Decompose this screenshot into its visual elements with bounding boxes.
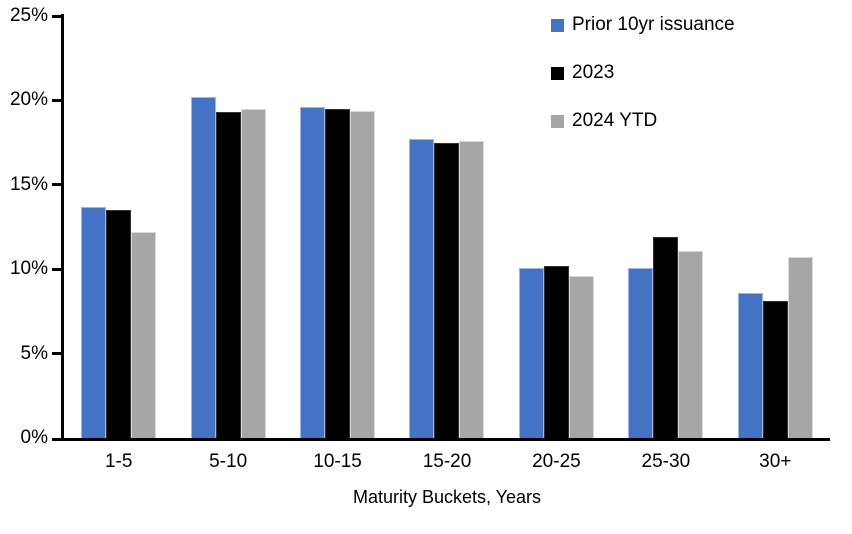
bar-2024-ytd-1-5[interactable] <box>131 232 157 438</box>
x-axis-category-label-5-10: 5-10 <box>209 451 248 472</box>
bar-prior-10yr-issuance-20-25[interactable] <box>518 267 544 438</box>
y-axis-tick-label-10: 10% <box>9 258 48 280</box>
y-axis-tick-label-5: 5% <box>20 342 48 364</box>
legend-label: 2023 <box>572 62 615 83</box>
bar-2023-20-25[interactable] <box>543 265 569 438</box>
bar-2023-5-10[interactable] <box>215 112 241 438</box>
y-axis-tick-mark <box>52 267 64 271</box>
bar-prior-10yr-issuance-15-20[interactable] <box>409 139 435 438</box>
y-axis-tick-label-20: 20% <box>9 89 48 111</box>
legend-label: Prior 10yr issuance <box>572 14 735 35</box>
bar-prior-10yr-issuance-30[interactable] <box>737 292 763 438</box>
x-axis-category-label-20-25: 20-25 <box>532 451 581 472</box>
x-axis-category-label-25-30: 25-30 <box>641 451 691 472</box>
x-axis-category-label-10-15: 10-15 <box>313 451 362 472</box>
x-axis-title: Maturity Buckets, Years <box>352 487 542 507</box>
bar-2023-30[interactable] <box>762 301 788 438</box>
legend: Prior 10yr issuance 2023 2024 YTD <box>551 14 735 132</box>
bar-2023-15-20[interactable] <box>434 142 460 438</box>
y-axis-tick-label-0: 0% <box>20 427 48 448</box>
x-axis-category-label-1-5: 1-5 <box>104 451 133 472</box>
bar-2023-25-30[interactable] <box>653 237 679 438</box>
bar-prior-10yr-issuance-1-5[interactable] <box>81 206 107 438</box>
y-axis-tick-mark <box>52 183 64 187</box>
bar-group-1-5 <box>64 15 173 438</box>
bar-2024-ytd-25-30[interactable] <box>678 250 704 438</box>
bar-2023-10-15[interactable] <box>325 108 351 438</box>
bar-prior-10yr-issuance-10-15[interactable] <box>300 107 326 438</box>
bar-2024-ytd-15-20[interactable] <box>459 140 485 438</box>
legend-item-2023[interactable]: 2023 <box>551 62 735 84</box>
bar-group-15-20 <box>392 15 501 438</box>
y-axis-tick-label-25: 25% <box>9 5 48 26</box>
y-axis-tick-mark <box>52 98 64 102</box>
bar-group-30 <box>721 15 830 438</box>
legend-item-2024-ytd[interactable]: 2024 YTD <box>551 110 735 132</box>
legend-label: 2024 YTD <box>572 110 658 131</box>
legend-swatch-black <box>551 66 564 80</box>
bar-prior-10yr-issuance-25-30[interactable] <box>628 267 654 438</box>
legend-item-prior-10yr-issuance[interactable]: Prior 10yr issuance <box>551 14 735 36</box>
x-axis-category-label-30: 30+ <box>759 451 792 472</box>
bar-group-20-25 <box>502 15 611 438</box>
bar-group-10-15 <box>283 15 392 438</box>
legend-swatch-gray <box>551 114 564 128</box>
y-axis-line <box>61 14 64 441</box>
bar-2024-ytd-30[interactable] <box>787 257 813 438</box>
x-axis-line <box>52 438 830 441</box>
bar-prior-10yr-issuance-5-10[interactable] <box>190 97 216 438</box>
bar-2024-ytd-10-15[interactable] <box>350 110 376 438</box>
bar-2023-1-5[interactable] <box>106 210 132 438</box>
bar-group-5-10 <box>173 15 282 438</box>
legend-swatch-blue <box>551 18 564 32</box>
x-axis-category-label-15-20: 15-20 <box>422 451 472 472</box>
bar-2024-ytd-20-25[interactable] <box>568 275 594 438</box>
y-axis-tick-label-15: 15% <box>9 173 48 195</box>
bar-group-25-30 <box>611 15 720 438</box>
y-axis-tick-mark <box>52 14 64 18</box>
y-axis-tick-mark <box>52 352 64 356</box>
bar-2024-ytd-5-10[interactable] <box>240 108 266 438</box>
